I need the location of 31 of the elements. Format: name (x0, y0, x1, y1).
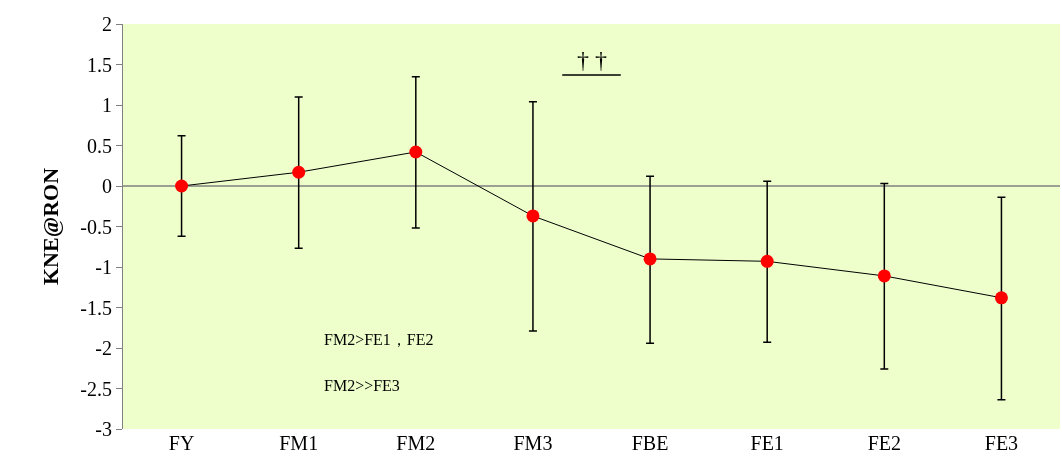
x-tick-label: FM2 (396, 432, 436, 454)
y-tick-label: -2 (95, 337, 112, 359)
y-tick-label: 2 (102, 13, 112, 35)
point (292, 165, 306, 179)
point (760, 254, 774, 268)
annotation: FM2>FE1，FE2 (324, 331, 434, 348)
y-tick-label: -2.5 (80, 377, 112, 400)
annotation: † † (577, 47, 607, 73)
annotation: FM2>>FE3 (324, 377, 400, 394)
y-tick-label: 0 (102, 175, 112, 197)
y-tick-label: 1 (102, 94, 112, 116)
y-tick-label: -1 (95, 256, 112, 278)
point (175, 179, 189, 193)
x-tick-label: FE3 (984, 432, 1019, 454)
y-tick-label: 1.5 (87, 53, 112, 76)
y-axis-title: KNE@RON (38, 167, 64, 286)
point (643, 252, 657, 266)
x-tick-label: FY (168, 432, 195, 454)
y-tick-label: 0.5 (87, 134, 112, 157)
x-tick-label: FM3 (513, 432, 553, 454)
x-tick-label: FBE (631, 432, 669, 454)
point (994, 291, 1008, 305)
x-tick-label: FM1 (279, 432, 319, 454)
point (409, 145, 423, 159)
point (526, 209, 540, 223)
y-tick-label: -0.5 (80, 215, 112, 238)
y-tick-label: -1.5 (80, 296, 112, 319)
point (877, 269, 891, 283)
x-tick-label: FE1 (750, 432, 784, 454)
y-tick-label: -3 (95, 418, 112, 440)
x-tick-label: FE2 (867, 432, 901, 454)
